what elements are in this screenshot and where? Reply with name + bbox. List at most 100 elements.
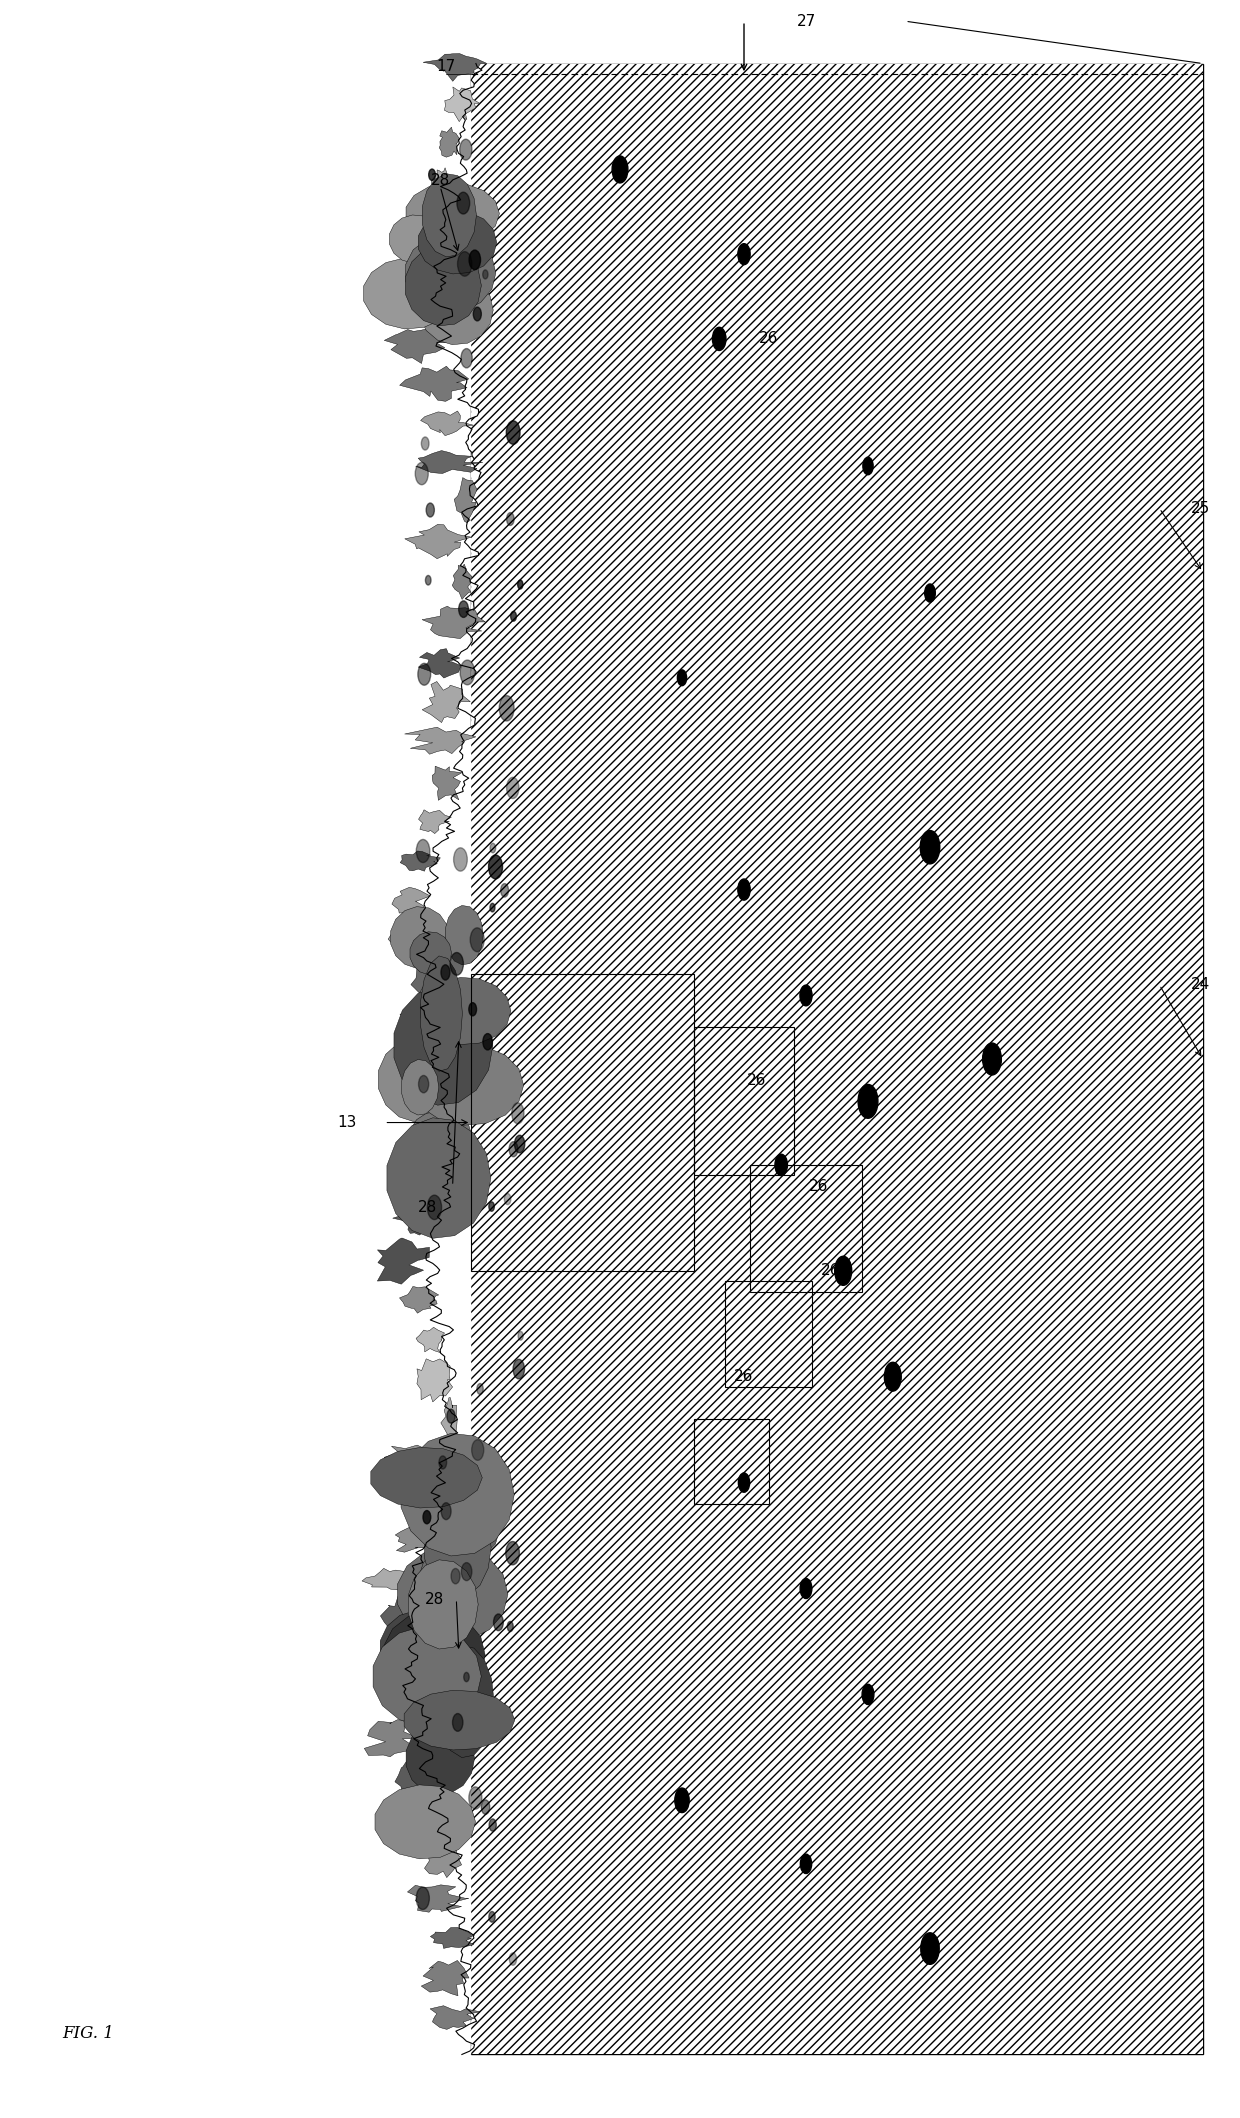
Circle shape bbox=[515, 1135, 525, 1152]
Polygon shape bbox=[414, 1044, 523, 1125]
Polygon shape bbox=[413, 972, 471, 1089]
Circle shape bbox=[920, 830, 940, 864]
Circle shape bbox=[490, 902, 495, 913]
Polygon shape bbox=[419, 1165, 450, 1197]
Circle shape bbox=[925, 585, 935, 602]
Circle shape bbox=[507, 513, 515, 525]
Bar bbox=[471, 974, 694, 1271]
Polygon shape bbox=[439, 127, 460, 157]
Polygon shape bbox=[393, 280, 440, 326]
Polygon shape bbox=[412, 1110, 471, 1154]
Circle shape bbox=[422, 436, 429, 449]
Circle shape bbox=[470, 928, 484, 951]
Polygon shape bbox=[436, 1646, 494, 1758]
Circle shape bbox=[800, 1578, 812, 1599]
Polygon shape bbox=[407, 1722, 475, 1794]
Polygon shape bbox=[384, 328, 450, 364]
Circle shape bbox=[450, 953, 464, 974]
Circle shape bbox=[415, 462, 428, 485]
Polygon shape bbox=[424, 1497, 491, 1599]
Circle shape bbox=[863, 457, 873, 474]
Polygon shape bbox=[430, 2006, 480, 2029]
Polygon shape bbox=[423, 53, 487, 80]
Polygon shape bbox=[415, 451, 482, 474]
Circle shape bbox=[489, 1910, 495, 1923]
Circle shape bbox=[481, 1800, 490, 1815]
Circle shape bbox=[862, 1684, 874, 1705]
Circle shape bbox=[446, 1408, 455, 1423]
Circle shape bbox=[489, 856, 502, 879]
Polygon shape bbox=[378, 1036, 464, 1123]
Polygon shape bbox=[428, 1508, 498, 1559]
Circle shape bbox=[461, 349, 472, 369]
Polygon shape bbox=[374, 1785, 475, 1860]
Circle shape bbox=[418, 663, 430, 686]
Circle shape bbox=[460, 661, 475, 684]
Polygon shape bbox=[417, 1328, 445, 1353]
Polygon shape bbox=[399, 1286, 439, 1313]
Circle shape bbox=[427, 502, 434, 517]
Polygon shape bbox=[433, 1809, 450, 1830]
Circle shape bbox=[454, 847, 467, 870]
Circle shape bbox=[459, 602, 469, 618]
Circle shape bbox=[675, 1788, 689, 1813]
Circle shape bbox=[464, 1673, 469, 1682]
Text: 25: 25 bbox=[1190, 500, 1210, 517]
Circle shape bbox=[511, 612, 516, 621]
Polygon shape bbox=[381, 1595, 413, 1644]
Polygon shape bbox=[429, 208, 448, 241]
Circle shape bbox=[858, 1084, 878, 1118]
Text: 17: 17 bbox=[436, 59, 456, 74]
Circle shape bbox=[469, 1788, 482, 1809]
Polygon shape bbox=[419, 809, 451, 834]
Circle shape bbox=[738, 879, 750, 900]
Circle shape bbox=[507, 1622, 513, 1631]
Polygon shape bbox=[404, 525, 471, 559]
Text: 26: 26 bbox=[759, 330, 779, 347]
Circle shape bbox=[510, 1142, 518, 1156]
Polygon shape bbox=[405, 233, 496, 311]
Circle shape bbox=[613, 157, 627, 182]
Circle shape bbox=[517, 580, 523, 589]
Circle shape bbox=[713, 328, 725, 349]
Polygon shape bbox=[419, 1550, 466, 1614]
Circle shape bbox=[921, 1934, 939, 1963]
Circle shape bbox=[490, 843, 496, 854]
Circle shape bbox=[474, 307, 481, 322]
Polygon shape bbox=[388, 928, 433, 951]
Polygon shape bbox=[420, 411, 474, 436]
Circle shape bbox=[510, 1953, 517, 1966]
Polygon shape bbox=[404, 1067, 445, 1120]
Polygon shape bbox=[420, 275, 494, 345]
Circle shape bbox=[417, 839, 430, 862]
Bar bbox=[694, 1027, 794, 1175]
Circle shape bbox=[775, 1154, 787, 1175]
Polygon shape bbox=[418, 648, 461, 678]
Circle shape bbox=[489, 1201, 495, 1211]
Polygon shape bbox=[394, 985, 494, 1106]
Circle shape bbox=[460, 140, 472, 161]
Circle shape bbox=[441, 966, 450, 981]
Polygon shape bbox=[402, 1059, 439, 1114]
Circle shape bbox=[738, 1472, 750, 1493]
Bar bbox=[471, 64, 1203, 2054]
Circle shape bbox=[439, 1455, 446, 1470]
Circle shape bbox=[458, 252, 472, 275]
Polygon shape bbox=[432, 167, 453, 203]
Polygon shape bbox=[396, 1525, 435, 1552]
Circle shape bbox=[419, 1076, 429, 1093]
Bar bbox=[694, 1419, 769, 1504]
Text: 28: 28 bbox=[418, 1199, 438, 1216]
Circle shape bbox=[494, 1614, 503, 1631]
Text: 28: 28 bbox=[430, 172, 450, 189]
Circle shape bbox=[469, 1002, 476, 1017]
Circle shape bbox=[800, 985, 812, 1006]
Polygon shape bbox=[420, 955, 463, 1072]
Circle shape bbox=[482, 269, 489, 280]
Circle shape bbox=[507, 777, 520, 798]
Polygon shape bbox=[430, 1927, 475, 1949]
Circle shape bbox=[451, 1569, 460, 1584]
Polygon shape bbox=[408, 1559, 479, 1650]
Polygon shape bbox=[422, 682, 470, 722]
Polygon shape bbox=[405, 182, 500, 244]
